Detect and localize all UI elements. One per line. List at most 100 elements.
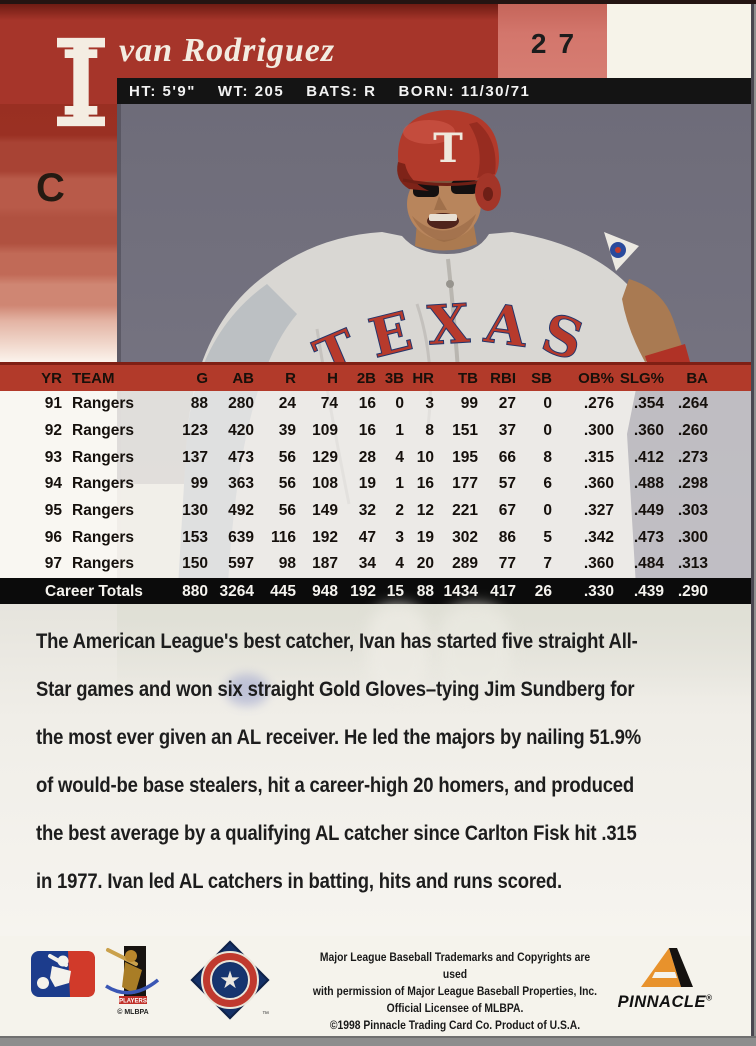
stats-cell: 0	[395, 395, 404, 413]
stats-row: 92 Rangers 123 420 39 109 16 1 8 151 37 0 .300 .360 .2…	[0, 418, 751, 445]
stats-cell: 32	[358, 502, 376, 520]
career-stat-cell: 417	[490, 582, 516, 600]
stats-col-header: SB	[531, 369, 552, 387]
stats-cell: 8	[543, 448, 552, 466]
stats-cell: 28	[358, 448, 376, 466]
stats-cell: 12	[416, 502, 434, 520]
stats-header-row: YR TEAM G AB R H 2B 3B HR TB RBI SB OB% SLG% BA	[0, 362, 751, 391]
stats-row: 96 Rangers 153 639 116 192 47 3 19 302 86 5 .342 .473…	[0, 524, 751, 551]
vital-height: HT: 5'9"	[129, 82, 196, 100]
stats-cell: 492	[228, 502, 254, 520]
stats-cell: 137	[182, 448, 208, 466]
stats-cell: 19	[358, 475, 376, 493]
rangers-logo: ★ ™	[190, 940, 270, 1020]
stats-cell: 67	[498, 502, 516, 520]
vital-weight: WT: 205	[217, 82, 285, 100]
stats-cell: 289	[452, 555, 478, 573]
svg-text:© MLBPA: © MLBPA	[117, 1008, 148, 1016]
legal-line: Major League Baseball Trademarks and Cop…	[319, 952, 591, 981]
stats-cell: 34	[358, 555, 376, 573]
stats-rows: 91 Rangers 88 280 24 74 16 0 3 99 27 0.276.354.264 9…	[0, 391, 751, 578]
stats-cell: Rangers	[72, 502, 135, 520]
legal-line: Official Licensee of MLBPA.	[386, 1003, 524, 1015]
stats-cell: 7	[543, 555, 552, 573]
vitals-bar: HT: 5'9" WT: 205 BATS: R BORN: 11/30/71	[117, 78, 751, 104]
stats-cell: 10	[416, 448, 434, 466]
career-stat-cell: 3264	[219, 582, 254, 600]
stats-cell: 99	[190, 475, 208, 493]
mlb-logo	[31, 951, 95, 997]
stats-cell: .313	[677, 555, 708, 573]
stats-cell: 8	[425, 422, 434, 440]
stats-cell: 363	[228, 475, 254, 493]
stats-cell: 66	[498, 448, 516, 466]
career-stat-cell: .330	[583, 582, 614, 600]
stats-cell: .264	[677, 395, 708, 413]
stats-cell: 108	[312, 475, 338, 493]
stats-row: 91 Rangers 88 280 24 74 16 0 3 99 27 0 .276 .354 .264	[0, 391, 751, 418]
stats-cell: 98	[278, 555, 296, 573]
career-totals-label: Career Totals	[45, 582, 143, 600]
stats-cell: 109	[312, 422, 338, 440]
card-number: 27	[530, 28, 587, 59]
stats-col-header: G	[196, 369, 208, 387]
bio-line: in 1977. Ivan led AL catchers in batting…	[36, 870, 563, 893]
stats-cell: 151	[452, 422, 478, 440]
stats-cell: Rangers	[72, 395, 135, 413]
stats-cell: .449	[633, 502, 664, 520]
stats-cell: .300	[677, 528, 708, 546]
stats-cell: 96	[44, 528, 62, 546]
star-glyph: ★	[219, 967, 241, 994]
stats-col-header: BA	[686, 369, 708, 387]
player-forearm	[622, 279, 683, 362]
scan-edge-top	[0, 0, 756, 4]
stats-cell: .276	[583, 395, 614, 413]
stats-cell: .260	[677, 422, 708, 440]
stats-cell: 187	[312, 555, 338, 573]
card-number-block: 27	[498, 4, 607, 78]
blurred-glove-shape	[225, 674, 269, 706]
pinnacle-triangle-icon	[641, 948, 693, 987]
stats-cell: 123	[182, 422, 208, 440]
stats-col-header: YR	[41, 369, 62, 387]
career-stat-cell: 88	[416, 582, 434, 600]
stats-cell: 420	[228, 422, 254, 440]
stats-cell: .303	[677, 502, 708, 520]
stats-cell: 95	[44, 502, 62, 520]
stats-cell: .354	[633, 395, 664, 413]
scan-edge-bottom	[0, 1036, 756, 1046]
stats-cell: .360	[583, 475, 614, 493]
stats-cell: 4	[395, 555, 404, 573]
stats-col-header: TB	[458, 369, 478, 387]
stats-cell: 27	[498, 395, 516, 413]
stats-cell: 116	[270, 528, 296, 546]
stats-row: 97 Rangers 150 597 98 187 34 4 20 289 77 7.360.484.…	[0, 551, 751, 578]
stats-cell: 57	[498, 475, 516, 493]
pinnacle-logo: PINNACLE®	[612, 944, 718, 1012]
stats-cell: .412	[633, 448, 664, 466]
stats-cell: 195	[452, 448, 478, 466]
stats-cell: 150	[182, 555, 208, 573]
stats-cell: 19	[416, 528, 434, 546]
stats-cell: .342	[583, 528, 614, 546]
career-stat-cell: 948	[312, 582, 338, 600]
stats-cell: 37	[498, 422, 516, 440]
bio-line: The American League's best catcher, Ivan…	[36, 630, 638, 653]
stats-col-header: RBI	[490, 369, 516, 387]
stats-col-header: R	[285, 369, 296, 387]
stats-cell: 177	[452, 475, 478, 493]
position-strip: C	[0, 104, 117, 362]
career-stat-cell: 26	[534, 582, 552, 600]
stats-cell: 129	[312, 448, 338, 466]
stats-cell: .473	[633, 528, 664, 546]
legal-line: with permission of Major League Baseball…	[312, 986, 598, 998]
stats-cell: 24	[278, 395, 296, 413]
helmet-letter: T	[433, 125, 463, 172]
vital-born: BORN: 11/30/71	[398, 82, 531, 100]
stats-cell: 597	[228, 555, 254, 573]
stats-cell: 302	[452, 528, 478, 546]
blurred-leg-shape	[367, 604, 429, 696]
bio-line: of would-be base stealers, hit a career-…	[36, 774, 635, 797]
stats-row: 93 Rangers 137 473 56 129 28 4 10 195 66 8 .315 .412.…	[0, 444, 751, 471]
stats-career-row: Career Totals 880 3264 445 948 192 15 88 1434 417…	[0, 578, 751, 605]
